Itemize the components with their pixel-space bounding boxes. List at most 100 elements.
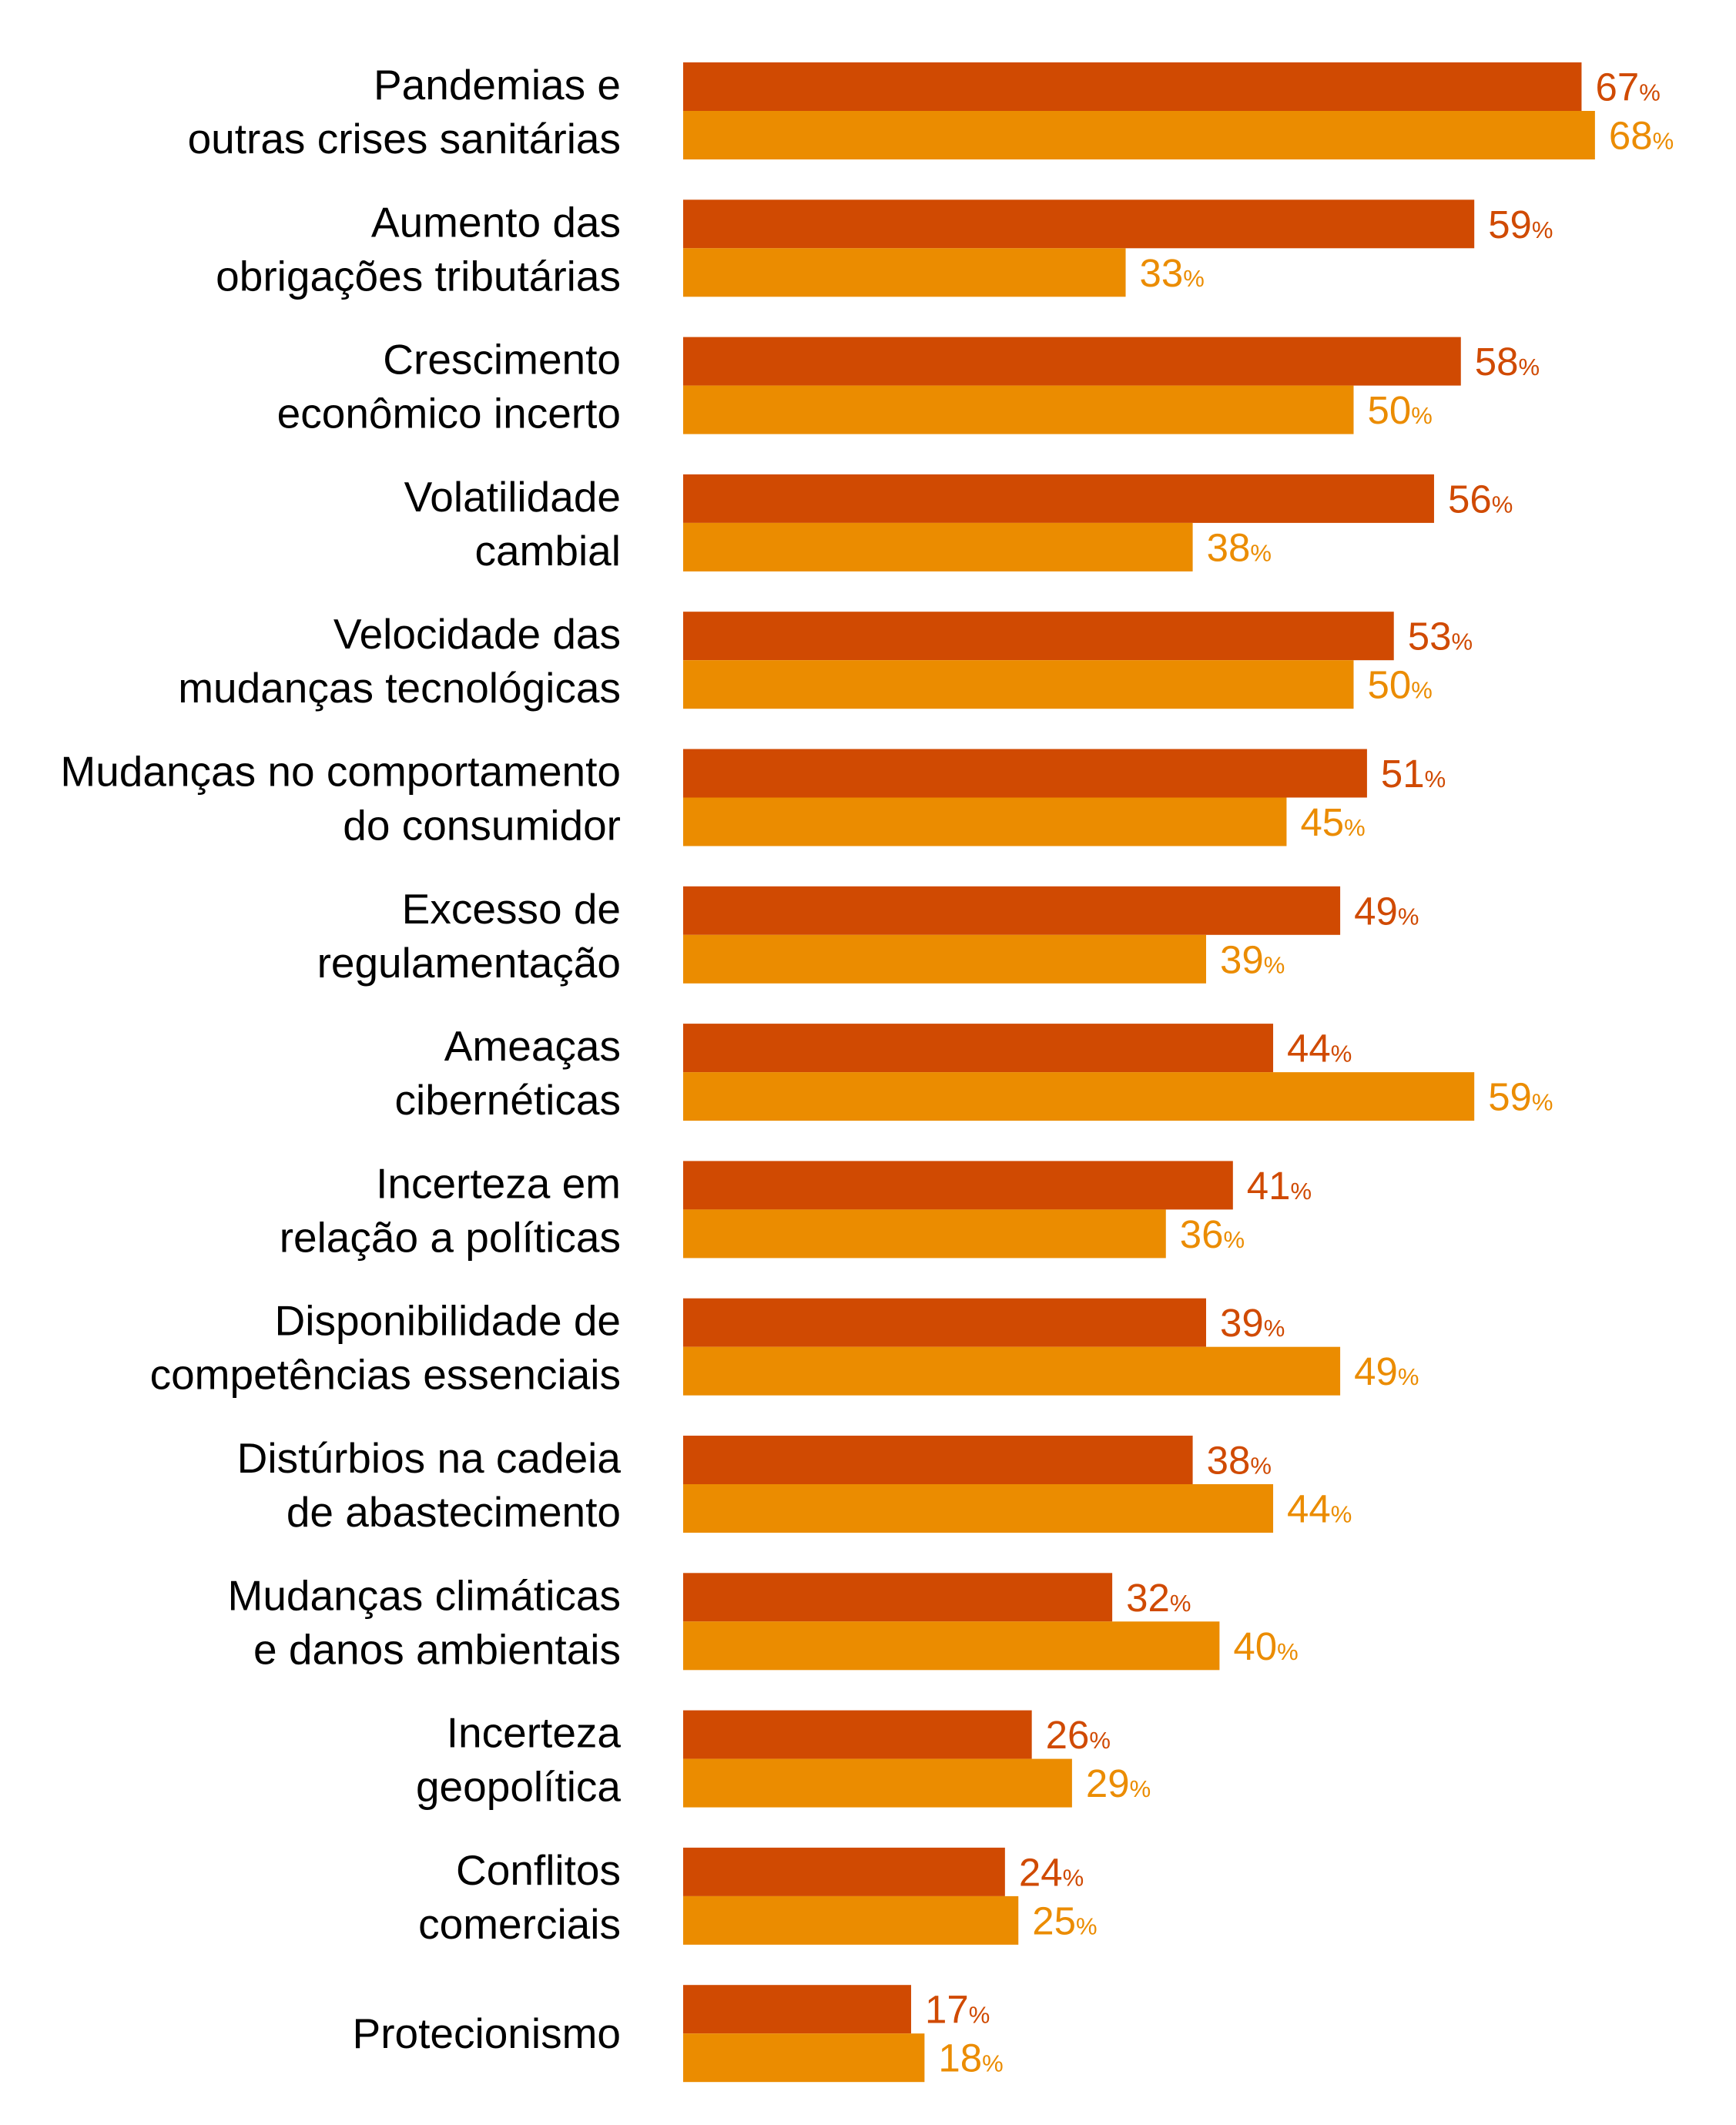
value-labels: 67%68%59%33%58%50%56%38%53%50%51%45%49%3… [925, 65, 1674, 2080]
value-number: 38 [1207, 1439, 1251, 1483]
value-suffix: % [1398, 1363, 1419, 1390]
value-label: 50% [1368, 663, 1433, 707]
category-label-line: do consumidor [343, 802, 621, 850]
value-label: 56% [1448, 477, 1513, 521]
value-suffix: % [1532, 216, 1553, 243]
value-suffix: % [1291, 1178, 1312, 1205]
value-label: 68% [1609, 114, 1674, 158]
bar-series-1 [683, 612, 1394, 661]
category-label-line: e danos ambientais [253, 1625, 621, 1673]
value-number: 24 [1019, 1850, 1063, 1894]
value-number: 50 [1368, 663, 1412, 707]
value-label: 67% [1595, 65, 1660, 109]
category-label-line: Distúrbios na cadeia [237, 1434, 622, 1482]
bar-series-1 [683, 1573, 1113, 1622]
value-suffix: % [969, 2002, 990, 2029]
value-label: 59% [1488, 1075, 1553, 1119]
value-number: 33 [1140, 251, 1184, 295]
bar-series-2 [683, 1209, 1166, 1259]
bar-series-2 [683, 111, 1595, 159]
value-suffix: % [1089, 1727, 1111, 1754]
value-number: 36 [1180, 1212, 1224, 1256]
category-label-line: Incerteza em [376, 1159, 621, 1207]
category-label-line: cibernéticas [395, 1076, 621, 1124]
value-number: 39 [1220, 937, 1264, 981]
value-suffix: % [1425, 766, 1446, 793]
bar-series-2 [683, 1895, 1019, 1945]
value-label: 39% [1220, 937, 1285, 981]
category-label: Ameaças cibernéticas [395, 1022, 621, 1124]
category-label: Excesso de regulamentação [317, 885, 621, 987]
value-suffix: % [1331, 1041, 1352, 1068]
category-label-line: geopolítica [416, 1763, 621, 1811]
value-suffix: % [1063, 1864, 1084, 1891]
value-number: 59 [1488, 1075, 1532, 1119]
value-suffix: % [982, 2050, 1004, 2077]
value-suffix: % [1344, 814, 1366, 841]
value-suffix: % [1223, 1226, 1245, 1253]
value-number: 26 [1046, 1713, 1090, 1757]
category-label-line: cambial [474, 527, 621, 575]
category-label-line: obrigações tributárias [216, 252, 621, 300]
category-label-line: Conflitos [456, 1846, 621, 1894]
category-label-line: regulamentação [317, 939, 621, 987]
value-number: 29 [1086, 1761, 1130, 1805]
category-label-line: Excesso de [402, 885, 621, 933]
category-label: Volatilidade cambial [404, 473, 621, 575]
bar-series-1 [683, 62, 1582, 111]
category-label: Velocidade das mudanças tecnológicas [178, 610, 621, 712]
bar-series-1 [683, 1985, 911, 2034]
value-number: 17 [925, 1988, 969, 2032]
value-suffix: % [1170, 1590, 1191, 1617]
category-label-line: Pandemias e [374, 61, 621, 109]
bar-series-2 [683, 385, 1354, 434]
value-suffix: % [1331, 1501, 1352, 1528]
category-label-line: Aumento das [371, 198, 621, 246]
value-label: 50% [1368, 388, 1433, 432]
value-label: 40% [1233, 1624, 1298, 1668]
value-label: 25% [1032, 1899, 1097, 1942]
category-label: Distúrbios na cadeia de abastecimento [237, 1434, 622, 1536]
value-suffix: % [1250, 1453, 1272, 1480]
category-label-line: competências essenciais [150, 1351, 621, 1399]
value-suffix: % [1411, 677, 1433, 704]
value-label: 53% [1408, 615, 1473, 659]
bar-series-1 [683, 886, 1341, 935]
category-label-line: Mudanças climáticas [228, 1571, 621, 1619]
bars [683, 62, 1595, 2083]
category-label-line: Crescimento [383, 336, 621, 384]
value-label: 33% [1140, 251, 1205, 295]
bar-series-1 [683, 1710, 1032, 1759]
value-number: 45 [1300, 800, 1344, 844]
bar-series-1 [683, 337, 1461, 386]
value-label: 17% [925, 1988, 990, 2032]
value-suffix: % [1277, 1638, 1299, 1665]
category-label-line: comerciais [418, 1900, 621, 1948]
value-number: 25 [1032, 1899, 1076, 1942]
category-label: Aumento das obrigações tributárias [216, 198, 621, 300]
category-label-line: econômico incerto [277, 390, 621, 437]
value-suffix: % [1076, 1912, 1098, 1939]
category-label-line: Ameaças [444, 1022, 621, 1070]
category-label-line: Disponibilidade de [275, 1297, 621, 1345]
value-label: 32% [1126, 1576, 1191, 1620]
category-label: Incerteza em relação a políticas [280, 1159, 621, 1261]
value-suffix: % [1183, 265, 1205, 292]
value-label: 38% [1207, 1439, 1272, 1483]
value-number: 32 [1126, 1576, 1170, 1620]
bar-series-2 [683, 660, 1354, 709]
bar-series-1 [683, 1298, 1206, 1347]
value-number: 44 [1287, 1487, 1331, 1531]
value-label: 44% [1287, 1487, 1352, 1531]
bar-series-2 [683, 934, 1206, 984]
category-label-line: mudanças tecnológicas [178, 664, 621, 712]
bar-series-1 [683, 1847, 1005, 1896]
value-suffix: % [1398, 903, 1419, 930]
category-label-line: Incerteza [447, 1709, 622, 1757]
category-label-line: de abastecimento [287, 1488, 621, 1536]
bar-series-2 [683, 248, 1126, 297]
value-suffix: % [1532, 1089, 1553, 1116]
category-label: Incerteza geopolítica [416, 1709, 621, 1811]
value-suffix: % [1653, 128, 1674, 155]
value-number: 50 [1368, 388, 1412, 432]
